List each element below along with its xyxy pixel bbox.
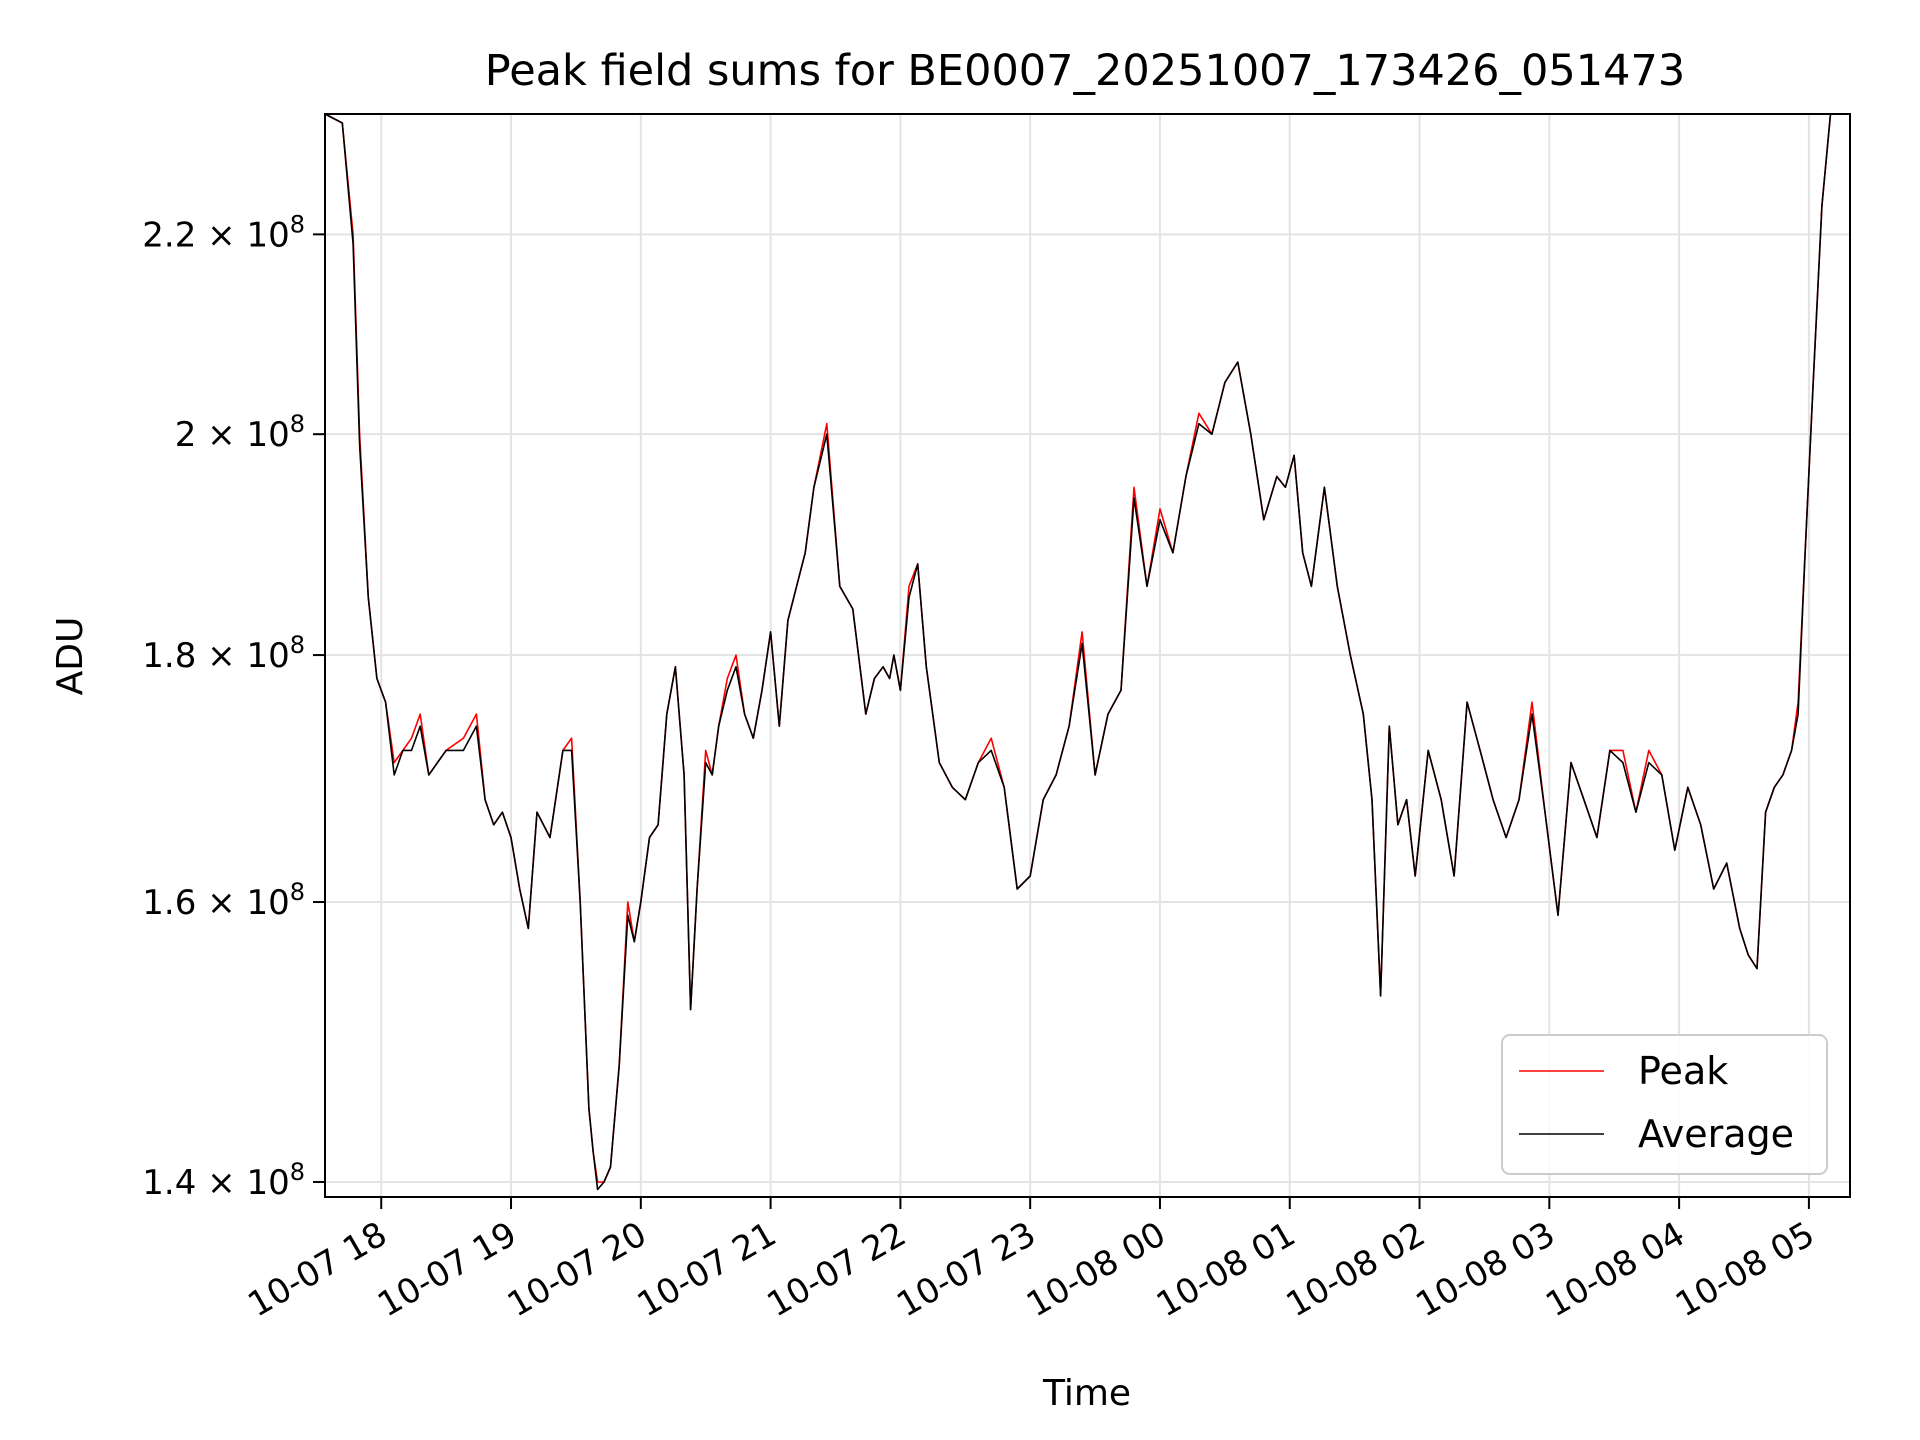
- legend: Peak Average: [1501, 1034, 1828, 1175]
- y-tick-label: 2 × 108: [175, 410, 305, 455]
- chart-title: Peak field sums for BE0007_20251007_1734…: [485, 46, 1685, 96]
- x-axis-title: Time: [1042, 1373, 1131, 1414]
- legend-label-peak: Peak: [1638, 1049, 1728, 1093]
- y-tick-label: 1.8 × 108: [142, 631, 305, 676]
- grid: [325, 114, 1850, 1197]
- series-lines: [324, 113, 1832, 1191]
- y-tick-label: 2.2 × 108: [142, 210, 305, 255]
- y-axis: 1.4 × 108 1.6 × 108 1.8 × 108 2 × 108 2.2 × …: [142, 210, 325, 1203]
- y-tick-label: 1.6 × 108: [142, 878, 305, 923]
- legend-label-average: Average: [1638, 1112, 1794, 1156]
- legend-frame: [1501, 1034, 1828, 1175]
- y-tick-label: 1.4 × 108: [142, 1158, 305, 1203]
- y-axis-title: ADU: [50, 617, 91, 696]
- series-line-average: [324, 113, 1832, 1191]
